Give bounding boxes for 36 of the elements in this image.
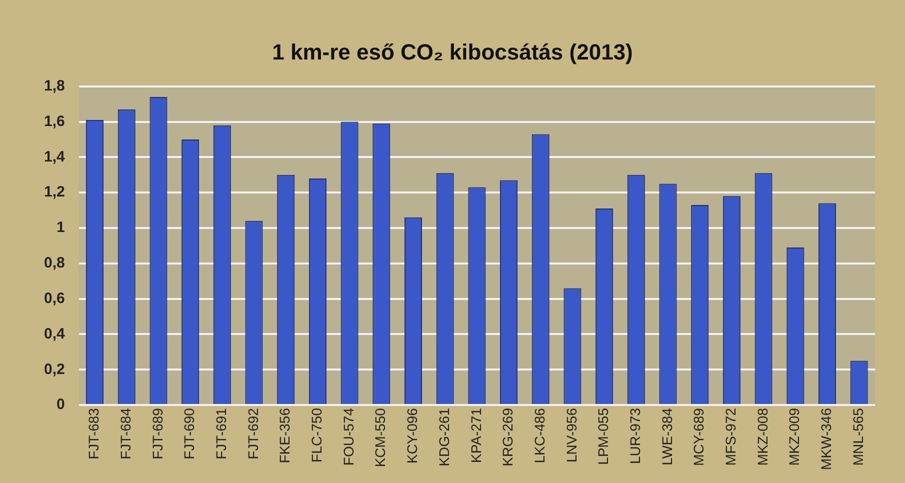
x-tick-label: MNL-565 xyxy=(850,408,866,466)
x-tick-label: LNV-956 xyxy=(563,408,580,463)
x-tick-label: FJT-692 xyxy=(244,408,261,460)
y-tick-label: 1 xyxy=(56,219,65,236)
y-tick-label: 0,6 xyxy=(44,290,65,307)
x-tick-label: MKZ-009 xyxy=(786,408,802,466)
y-tick-label: 1,6 xyxy=(44,112,65,130)
x-tick-label: MCY-689 xyxy=(690,408,707,466)
x-tick-label: MKW-346 xyxy=(818,408,834,470)
y-tick-label: 0,4 xyxy=(44,325,66,342)
y-tick-label: 0,2 xyxy=(44,360,65,378)
y-tick-label: 0 xyxy=(56,396,65,414)
y-tick-label: 0,8 xyxy=(44,254,65,272)
x-tick-label: FJT-691 xyxy=(213,408,230,460)
x-tick-label: FJT-684 xyxy=(117,408,134,460)
x-tick-label: FOU-574 xyxy=(340,408,356,466)
x-tick-label: FKE-356 xyxy=(276,408,293,464)
y-tick-label: 1,4 xyxy=(44,148,66,166)
x-tick-label: FJT-683 xyxy=(86,408,102,460)
y-tick-label: 1,2 xyxy=(44,184,65,201)
chart-title: 1 km-re eső CO₂ kibocsátás (2013) xyxy=(272,39,633,64)
x-tick-label: FJT-690 xyxy=(181,408,198,460)
x-tick-label: KCM-550 xyxy=(372,408,388,468)
x-tick-label: LKC-486 xyxy=(531,408,548,464)
y-tick-label: 1,8 xyxy=(44,78,65,95)
x-tick-label: FJT-689 xyxy=(149,408,166,460)
x-tick-label: LUR-973 xyxy=(627,408,644,464)
x-tick-label: KPA-271 xyxy=(468,408,484,464)
x-tick-label: LWE-384 xyxy=(658,408,675,466)
x-tick-label: KRG-269 xyxy=(500,408,516,466)
x-tick-label: MFS-972 xyxy=(722,408,739,466)
x-tick-label: LPM-055 xyxy=(595,408,612,465)
x-tick-label: KDG-261 xyxy=(436,408,452,466)
x-tick-label: FLC-750 xyxy=(308,408,325,462)
x-tick-label: MKZ-008 xyxy=(754,408,770,466)
x-tick-label: KCY-096 xyxy=(404,408,420,464)
